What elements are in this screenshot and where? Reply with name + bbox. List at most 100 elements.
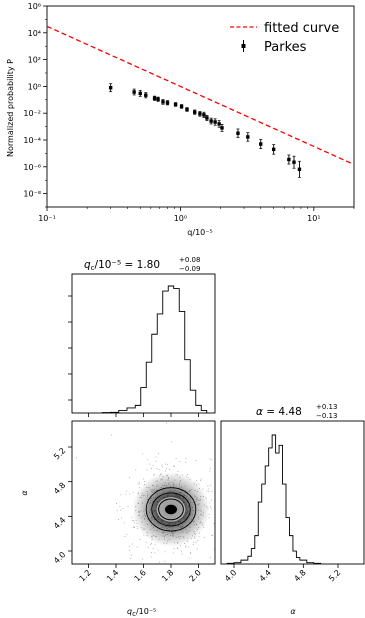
posterior-sample xyxy=(185,545,187,547)
posterior-sample xyxy=(136,528,138,530)
posterior-sample xyxy=(206,490,208,492)
qc-histogram xyxy=(101,285,208,414)
posterior-sample xyxy=(133,520,134,522)
posterior-sample xyxy=(203,537,205,538)
posterior-sample xyxy=(193,541,194,543)
posterior-sample xyxy=(76,457,77,459)
posterior-sample xyxy=(172,465,174,467)
posterior-sample xyxy=(210,484,212,486)
parkes-data-point xyxy=(205,116,209,120)
posterior-sample xyxy=(171,441,173,443)
posterior-sample xyxy=(175,458,177,460)
parkes-data-point xyxy=(138,91,142,96)
posterior-sample xyxy=(207,485,209,487)
posterior-contour xyxy=(151,492,191,527)
x-tick-label: 10⁻¹ xyxy=(38,214,56,223)
posterior-sample xyxy=(139,539,141,540)
posterior-sample xyxy=(211,534,213,536)
posterior-sample xyxy=(132,491,134,493)
probability-tick-layer: 10⁻¹ 10⁰ 10¹ 10⁶ 10⁴ 10² 10⁰ 10⁻² 10⁻⁴ 10⁻⁶ 10⁻⁸ xyxy=(23,2,355,223)
posterior-sample xyxy=(141,558,143,560)
posterior-sample xyxy=(166,468,167,470)
corner-tick-layer: 1.2 1.4 1.6 1.8 2.0 4.0 4.4 4.8 5.2 4.0 4.4 4.8 5.2 xyxy=(52,295,342,583)
posterior-sample xyxy=(135,469,137,471)
posterior-sample xyxy=(192,543,194,545)
posterior-sample xyxy=(179,461,181,462)
y-tick-label: 10⁻⁶ xyxy=(23,163,41,172)
posterior-sample xyxy=(187,473,189,475)
posterior-sample xyxy=(151,552,152,553)
posterior-sample xyxy=(166,464,168,466)
posterior-sample xyxy=(177,575,178,576)
posterior-sample xyxy=(123,522,125,524)
posterior-sample xyxy=(165,470,167,472)
y-tick-label: 10⁶ xyxy=(28,2,41,11)
posterior-sample xyxy=(187,546,189,548)
parkes-data-point xyxy=(287,157,291,162)
parkes-data-point xyxy=(156,97,160,101)
posterior-core xyxy=(165,504,177,515)
posterior-sample xyxy=(209,458,211,460)
posterior-sample xyxy=(121,517,122,519)
posterior-sample xyxy=(129,549,131,551)
qc-x-axis-label-symbol: q xyxy=(127,607,132,616)
y-tick-label: 10⁴ xyxy=(28,29,41,38)
alpha-x-tick-label: 4.0 xyxy=(223,568,238,583)
posterior-sample xyxy=(164,551,166,553)
posterior-sample xyxy=(198,536,200,538)
posterior-sample xyxy=(210,506,212,508)
joint-posterior-layer xyxy=(76,422,231,576)
posterior-sample xyxy=(138,483,140,485)
parkes-data-point xyxy=(161,100,165,104)
posterior-sample xyxy=(129,545,131,547)
corner-plot: qc/10⁻⁵ = 1.80 +0.08 −0.09 α = 4.48 +0.1… xyxy=(20,256,365,618)
parkes-data-point xyxy=(193,110,197,114)
posterior-sample xyxy=(213,523,215,524)
posterior-sample xyxy=(210,499,212,501)
parkes-data-point xyxy=(202,113,206,117)
posterior-sample xyxy=(161,464,163,466)
qc-x-tick-label: 1.2 xyxy=(78,568,93,583)
posterior-sample xyxy=(138,481,140,483)
alpha-y-tick-label: 4.8 xyxy=(52,481,67,496)
posterior-sample xyxy=(190,551,192,553)
parkes-data-point xyxy=(144,93,148,97)
qc-title-symbol: q xyxy=(84,259,91,271)
x-tick-label: 10¹ xyxy=(307,214,320,223)
posterior-sample xyxy=(154,552,156,554)
qc-title: qc/10⁻⁵ = 1.80 xyxy=(84,259,160,272)
x-tick-label: 10⁰ xyxy=(174,214,187,223)
posterior-sample xyxy=(125,493,127,495)
posterior-sample xyxy=(162,466,163,468)
posterior-sample xyxy=(125,490,127,492)
x-axis-label: q/10⁻⁵ xyxy=(187,228,212,237)
posterior-sample xyxy=(230,520,231,521)
posterior-sample xyxy=(116,502,117,504)
parkes-data-point xyxy=(217,122,221,126)
posterior-sample xyxy=(208,490,210,492)
posterior-sample xyxy=(200,478,202,480)
posterior-sample xyxy=(189,557,191,559)
posterior-sample xyxy=(217,521,218,522)
posterior-sample xyxy=(150,570,151,571)
parkes-data-point xyxy=(209,119,213,123)
posterior-sample xyxy=(126,534,128,536)
qc-title-plus: +0.08 xyxy=(179,256,200,264)
alpha-histogram-frame xyxy=(220,420,365,565)
parkes-data-point xyxy=(198,112,202,116)
posterior-sample xyxy=(129,477,131,479)
posterior-sample xyxy=(152,465,154,467)
posterior-sample xyxy=(164,560,166,562)
posterior-sample xyxy=(151,543,152,544)
posterior-sample xyxy=(134,526,135,528)
posterior-sample xyxy=(196,548,198,550)
posterior-sample xyxy=(185,546,187,548)
posterior-sample xyxy=(181,553,183,555)
alpha-title: α = 4.48 xyxy=(256,406,302,418)
posterior-sample xyxy=(146,469,148,471)
posterior-sample xyxy=(177,547,179,549)
posterior-sample xyxy=(130,554,132,556)
parkes-data-point xyxy=(246,135,250,139)
posterior-sample xyxy=(134,521,136,523)
posterior-sample xyxy=(132,526,134,528)
